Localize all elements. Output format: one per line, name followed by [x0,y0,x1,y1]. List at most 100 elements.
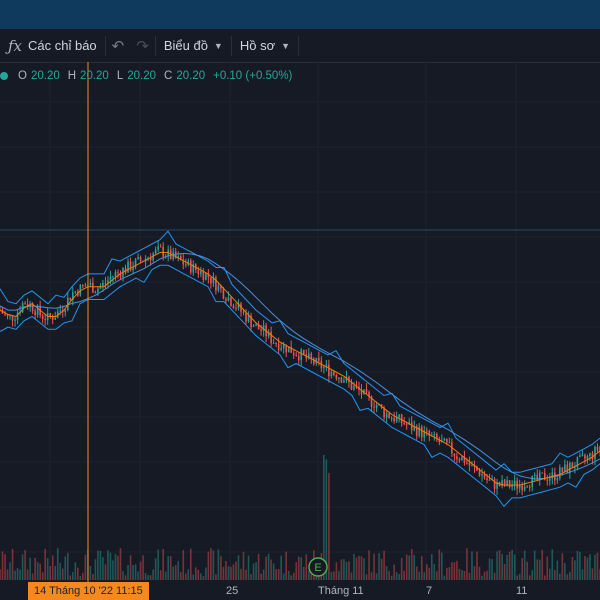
volume-bar [569,571,571,580]
candle-body [453,453,456,457]
candle-body [82,284,84,286]
volume-bar [559,573,561,580]
volume-bar [257,553,260,580]
toolbar-divider [230,35,232,56]
chart-menu-button[interactable]: Biểu đồ ▼ [156,29,231,62]
candle-body [282,344,285,349]
candle-body [493,478,496,489]
candle-body [330,372,333,377]
candle-body [187,260,190,265]
candle-body [134,259,137,268]
volume-bar [385,566,388,580]
candle-body [127,261,129,273]
close-value: 20.20 [176,70,206,82]
volume-bar [104,564,107,580]
volume-bar [350,572,353,580]
candle-body [501,480,503,486]
candle-body [242,311,245,313]
candle-body [596,446,599,451]
candle-body [215,277,217,291]
candle-body [9,315,11,317]
volume-bar [242,551,245,580]
volume-bar [305,554,308,580]
candle-body [307,353,310,359]
volume-bar [594,554,596,580]
candle-body [508,480,511,488]
candle-body [250,315,252,327]
volume-bar [395,571,398,580]
volume-bar [36,562,39,580]
volume-bar [516,575,518,580]
earnings-marker[interactable]: E [308,557,328,577]
volume-bar [554,569,556,580]
candle-body [280,348,282,350]
volume-bar [533,550,536,580]
candle-body [162,246,164,257]
volume-bar [343,559,345,580]
candle-body [576,457,579,468]
x-tick-label: 11 [516,585,528,597]
volume-bar [423,572,426,580]
candle-body [210,277,212,284]
earnings-marker-icon [308,557,328,577]
volume-bar [212,550,215,580]
volume-bar [41,572,44,580]
candle-body [521,485,523,491]
candle-body [149,257,152,261]
volume-bar [323,454,325,580]
volume-bar [149,575,152,580]
candle-body [302,349,305,355]
volume-bar [543,575,546,580]
profile-menu-button[interactable]: Hồ sơ ▼ [232,29,298,62]
candle-body [217,285,220,291]
candle-body [220,285,222,289]
candle-body [368,392,370,397]
volume-bar [536,559,539,580]
candle-body [36,306,39,316]
candle-body [579,455,581,458]
candle-body [561,467,564,473]
candle-body [119,272,122,278]
candle-body [478,470,481,476]
candle-body [400,414,403,423]
candle-body [16,312,19,320]
volume-bar [503,564,506,580]
volume-bar [220,556,222,580]
volume-bar [222,566,225,580]
volume-bar [561,553,564,580]
candle-body [275,342,277,344]
indicators-button[interactable]: ƒx Các chỉ báo [0,29,105,62]
chevron-down-icon: ▼ [281,40,291,51]
volume-bar [430,554,433,580]
volume-bar [61,568,64,580]
volume-bar [227,566,230,580]
price-chart[interactable]: E [0,62,600,582]
volume-bar [184,573,187,580]
candle-body [174,251,177,259]
volume-bar [433,564,436,580]
volume-bar [413,554,416,580]
volume-bar [31,573,34,580]
volume-bar [92,574,94,580]
volume-bar [506,554,508,580]
volume-bar [1,551,4,580]
candle-body [255,324,257,326]
volume-bar [508,551,511,580]
undo-icon[interactable]: ↶ [111,37,125,55]
volume-bar [54,565,57,580]
candle-body [443,438,446,441]
open-value: 20.20 [30,70,60,82]
candle-body [403,422,405,425]
candle-body [232,305,235,309]
volume-bar [355,557,358,580]
volume-bar [581,569,584,580]
candle-body [200,271,202,275]
candle-body [410,422,413,431]
volume-bar [345,561,348,580]
redo-icon[interactable]: ↷ [136,37,149,55]
volume-bar [483,571,486,580]
volume-bar [11,548,14,580]
candle-body [97,288,99,293]
candle-body [104,283,107,285]
candle-body [476,467,478,471]
